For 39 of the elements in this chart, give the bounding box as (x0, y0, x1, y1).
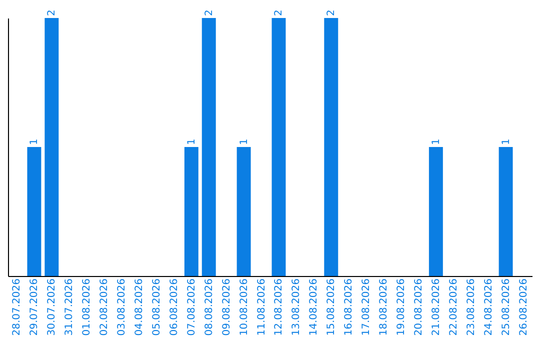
data-label: 2 (204, 10, 215, 16)
x-tick-label: 07.08.2026 (186, 278, 198, 336)
data-label: 2 (326, 10, 338, 16)
x-tick-label: 29.07.2026 (29, 278, 40, 336)
data-label: 1 (29, 138, 40, 145)
x-tick-label: 02.08.2026 (99, 278, 110, 336)
x-tick-label: 15.08.2026 (326, 278, 338, 336)
x-tick-label: 25.08.2026 (500, 278, 512, 336)
x-tick-label: 17.08.2026 (361, 278, 372, 336)
x-tick-label: 08.08.2026 (204, 278, 215, 336)
x-tick-label: 10.08.2026 (238, 278, 250, 336)
x-tick-label: 22.08.2026 (448, 278, 460, 336)
x-tick-label: 23.08.2026 (466, 278, 477, 336)
x-tick-label: 26.08.2026 (518, 278, 530, 336)
x-tick-label: 04.08.2026 (134, 278, 145, 336)
x-tick-label: 19.08.2026 (396, 278, 407, 336)
x-tick-label: 30.07.2026 (46, 278, 58, 336)
data-label: 1 (186, 138, 198, 145)
x-tick-label: 06.08.2026 (168, 278, 180, 336)
data-label: 1 (238, 138, 250, 145)
x-tick-label: 28.07.2026 (12, 278, 23, 336)
x-tick-label: 01.08.2026 (82, 278, 93, 336)
x-tick-label: 11.08.2026 (256, 278, 268, 336)
data-label: 1 (430, 138, 442, 145)
x-tick-label: 09.08.2026 (221, 278, 232, 336)
x-tick-label: 03.08.2026 (116, 278, 128, 336)
data-label: 2 (46, 10, 58, 16)
x-tick-label: 20.08.2026 (413, 278, 424, 336)
x-tick-label: 21.08.2026 (430, 278, 442, 336)
x-tick-label: 14.08.2026 (308, 278, 320, 336)
x-tick-label: 13.08.2026 (291, 278, 302, 336)
data-label: 2 (274, 10, 285, 16)
x-tick-label: 24.08.2026 (483, 278, 494, 336)
x-tick-label: 16.08.2026 (344, 278, 355, 336)
x-tick-label: 12.08.2026 (274, 278, 285, 336)
data-label: 1 (500, 138, 512, 145)
x-tick-label: 18.08.2026 (378, 278, 390, 336)
x-tick-label: 05.08.2026 (151, 278, 162, 336)
x-tick-label: 31.07.2026 (64, 278, 76, 336)
